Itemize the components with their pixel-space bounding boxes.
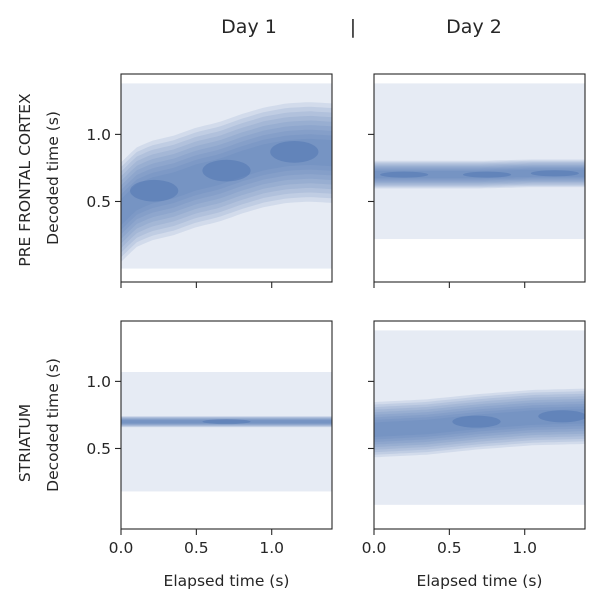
row-label-prefrontal-cortex: PRE FRONTAL CORTEX — [16, 93, 34, 267]
x-axis-label: Elapsed time (s) — [164, 572, 290, 590]
density-level-2 — [374, 391, 585, 455]
x-axis-label: Elapsed time (s) — [417, 572, 543, 590]
density-level-3 — [374, 393, 585, 453]
axes-frame — [120, 73, 333, 283]
density-peak — [380, 171, 429, 178]
column-separator: | — [350, 16, 356, 38]
density-level-8 — [121, 419, 332, 424]
density-level-9 — [374, 169, 585, 179]
density-peak — [202, 159, 251, 182]
density-level-9 — [121, 138, 332, 226]
density-level-0 — [121, 83, 332, 269]
density-level-7 — [121, 129, 332, 235]
x-tick-label: 0.0 — [362, 539, 387, 557]
density-striatum-day-1 — [121, 371, 332, 492]
density-level-2 — [374, 160, 585, 188]
column-header-day-2: Day 2 — [446, 16, 502, 38]
y-tick-label: 1.0 — [86, 373, 111, 391]
density-peak — [130, 179, 179, 202]
density-level-4 — [121, 115, 332, 249]
x-tick-label: 0.0 — [109, 539, 134, 557]
density-peak — [452, 415, 501, 428]
density-level-9 — [121, 420, 332, 424]
x-tick-label: 0.5 — [184, 539, 209, 557]
density-level-6 — [374, 401, 585, 445]
density-level-4 — [374, 396, 585, 450]
density-level-0 — [374, 83, 585, 240]
density-level-5 — [121, 120, 332, 244]
density-level-0 — [374, 330, 585, 505]
density-level-7 — [374, 403, 585, 442]
y-tick-label: 0.5 — [86, 440, 111, 458]
density-peak — [538, 410, 585, 423]
panel-pre-frontal-cortex-day-2 — [368, 73, 586, 288]
density-level-8 — [374, 168, 585, 180]
panels: 0.5 1.0 Decoded time (s) 0.0 0.5 1.0 0.5 1.0 Ela… — [44, 73, 586, 590]
y-axis-label: Decoded time (s) — [44, 358, 62, 492]
density-level-4 — [121, 417, 332, 426]
density-level-6 — [374, 165, 585, 183]
panel-pre-frontal-cortex-day-1: 0.5 1.0 Decoded time (s) — [44, 73, 333, 288]
density-level-4 — [374, 163, 585, 185]
density-level-5 — [374, 398, 585, 448]
density-level-2 — [121, 106, 332, 258]
density-level-1 — [374, 388, 585, 458]
density-peak — [270, 140, 319, 163]
density-level-5 — [121, 418, 332, 426]
panel-striatum-day-1: 0.0 0.5 1.0 0.5 1.0 Elapsed time (s) Decoded t… — [44, 320, 333, 590]
column-header-day-1: Day 1 — [221, 16, 277, 38]
density-striatum-day-2 — [374, 330, 585, 505]
density-peak — [462, 171, 512, 178]
density-level-9 — [374, 409, 585, 437]
y-axis-label: Decoded time (s) — [44, 111, 62, 245]
y-tick-label: 1.0 — [86, 126, 111, 144]
density-level-8 — [374, 406, 585, 440]
density-level-5 — [374, 164, 585, 184]
density-level-7 — [374, 167, 585, 181]
density-level-1 — [374, 159, 585, 189]
density-level-2 — [121, 416, 332, 427]
axes-frame — [373, 320, 586, 530]
y-tick-label: 0.5 — [86, 193, 111, 211]
density-level-3 — [121, 417, 332, 427]
density-peak — [202, 419, 251, 425]
density-level-8 — [121, 134, 332, 230]
density-peak — [530, 170, 579, 177]
density-level-3 — [121, 111, 332, 253]
x-tick-label: 1.0 — [512, 539, 537, 557]
density-level-6 — [121, 125, 332, 239]
density-level-1 — [121, 102, 332, 262]
density-level-3 — [374, 162, 585, 186]
density-level-7 — [121, 419, 332, 425]
x-tick-label: 0.5 — [437, 539, 462, 557]
panel-striatum-day-2: 0.0 0.5 1.0 Elapsed time (s) — [362, 320, 586, 590]
axes-frame — [120, 320, 333, 530]
x-tick-label: 1.0 — [259, 539, 284, 557]
row-label-striatum: STRIATUM — [16, 404, 34, 482]
density-level-0 — [121, 371, 332, 492]
density-pre-frontal-cortex-day-2 — [374, 83, 585, 240]
axes-frame — [373, 73, 586, 283]
density-level-6 — [121, 418, 332, 425]
density-level-1 — [121, 416, 332, 428]
density-pre-frontal-cortex-day-1 — [121, 83, 332, 269]
